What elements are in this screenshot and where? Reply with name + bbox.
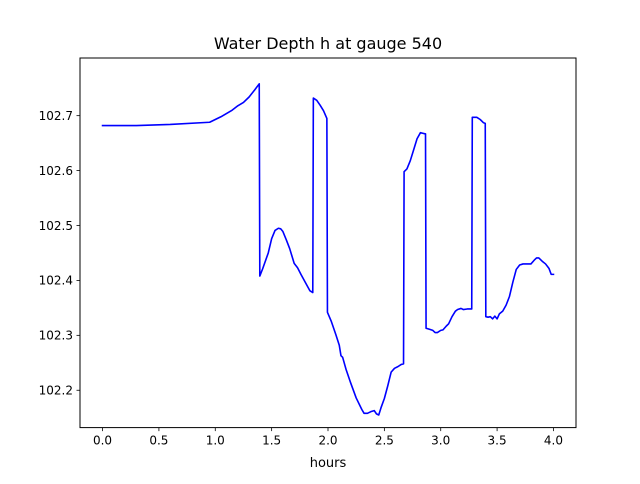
y-axis: 102.2 102.3 102.4 102.5 102.6 102.7 xyxy=(39,109,80,398)
x-axis-label: hours xyxy=(310,456,347,471)
x-tick-label: 3.5 xyxy=(488,434,507,448)
x-tick-label: 2.0 xyxy=(318,434,337,448)
x-axis: 0.0 0.5 1.0 1.5 2.0 2.5 3.0 3.5 4.0 xyxy=(93,427,563,448)
y-tick-label: 102.3 xyxy=(39,329,73,343)
plot-content xyxy=(101,83,555,416)
y-tick-label: 102.7 xyxy=(39,109,73,123)
y-tick-label: 102.4 xyxy=(39,274,73,288)
x-tick-label: 3.0 xyxy=(431,434,450,448)
y-tick-label: 102.6 xyxy=(39,164,73,178)
water-depth-line xyxy=(101,83,555,416)
y-tick-label: 102.5 xyxy=(39,219,73,233)
x-tick-label: 4.0 xyxy=(544,434,563,448)
x-tick-label: 0.5 xyxy=(149,434,168,448)
y-tick-label: 102.2 xyxy=(39,384,73,398)
x-tick-label: 1.0 xyxy=(206,434,225,448)
x-tick-label: 1.5 xyxy=(262,434,281,448)
x-tick-label: 0.0 xyxy=(93,434,112,448)
x-tick-label: 2.5 xyxy=(375,434,394,448)
chart-title: Water Depth h at gauge 540 xyxy=(214,34,442,53)
